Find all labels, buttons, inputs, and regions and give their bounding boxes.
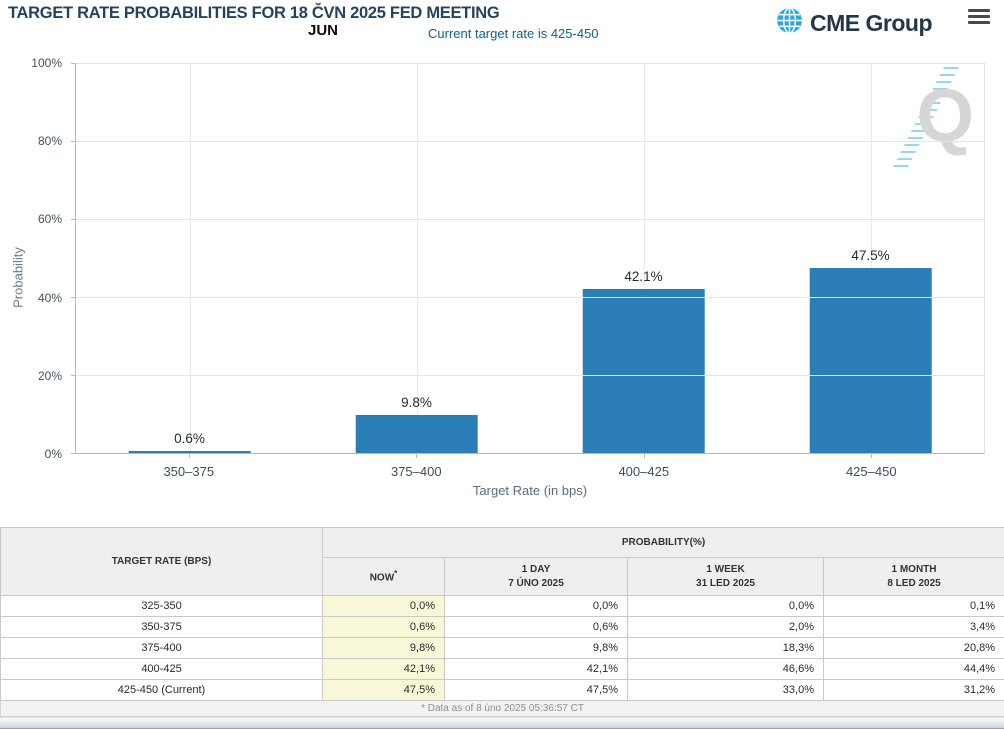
- probability-cell: 3,4%: [822, 616, 1004, 638]
- probability-table: TARGET RATE (BPS) PROBABILITY(%) NOW* 1 D…: [0, 527, 1004, 717]
- y-tick-label: 60%: [37, 212, 62, 227]
- quikstrike-watermark-icon: Q: [892, 67, 976, 171]
- rate-cell: 375-400: [0, 637, 323, 659]
- gridline: [416, 63, 418, 453]
- col-header-1-day: 1 DAY 7 ÚNO 2025: [444, 557, 628, 596]
- y-tick-label: 80%: [37, 134, 62, 149]
- hamburger-menu-icon[interactable]: [968, 9, 990, 27]
- probability-cell: 0,6%: [444, 616, 628, 638]
- bar-value-label: 0.6%: [174, 430, 205, 446]
- brand-wordmark: CME Group: [810, 9, 933, 36]
- probability-cell: 47,5%: [322, 679, 445, 701]
- x-tick-label: 400–425: [530, 454, 758, 479]
- bar-425-450[interactable]: [809, 267, 932, 453]
- bar-375-400[interactable]: [355, 414, 478, 453]
- col-header-1-month: 1 MONTH 8 LED 2025: [822, 557, 1004, 596]
- x-axis-title: Target Rate (in bps): [472, 483, 588, 498]
- probability-cell: 0,1%: [822, 595, 1004, 617]
- rate-cell: 425-450 (Current): [0, 679, 323, 701]
- probability-chart: Probability 100% 80% 60% 40% 20% 0% Q 0.6% 9.8…: [0, 55, 1004, 510]
- probability-cell: 20,8%: [822, 637, 1004, 659]
- bar-value-label: 9.8%: [401, 394, 432, 410]
- plot-area: Q 0.6% 9.8% 42.1% 47.5%: [71, 63, 985, 454]
- gridline: [76, 219, 984, 220]
- bar-350-375[interactable]: [128, 450, 251, 453]
- col-header-probability-group: PROBABILITY(%): [321, 527, 1004, 558]
- probability-cell: 9,8%: [444, 637, 628, 659]
- probability-cell: 44,4%: [822, 658, 1004, 680]
- globe-icon: [776, 7, 803, 39]
- probability-cell: 0,0%: [322, 595, 445, 617]
- rate-cell: 325-350: [0, 595, 323, 617]
- probability-cell: 0,6%: [322, 616, 445, 638]
- table-row: 375-400 9,8% 9,8% 18,3% 20,8%: [0, 637, 1004, 659]
- rate-cell: 350-375: [0, 616, 323, 638]
- bar-400-425[interactable]: [582, 288, 705, 453]
- bar-series: 0.6% 9.8% 42.1% 47.5%: [76, 63, 984, 453]
- table-row: 400-425 42,1% 42,1% 46,6% 44,4%: [0, 658, 1004, 680]
- bottom-strip: [0, 717, 1004, 729]
- probability-cell: 47,5%: [444, 679, 628, 701]
- current-rate-note: Current target rate is 425-450: [428, 26, 599, 41]
- gridline: [76, 63, 984, 64]
- bar-value-label: 42.1%: [624, 268, 663, 284]
- y-tick-label: 40%: [37, 290, 62, 305]
- col-header-target-rate: TARGET RATE (BPS): [0, 527, 323, 596]
- gridline: [76, 141, 984, 142]
- rate-cell: 400-425: [0, 658, 323, 680]
- probability-cell: 42,1%: [322, 658, 445, 680]
- y-tick-label: 100%: [31, 56, 62, 70]
- probability-cell: 0,0%: [627, 595, 824, 617]
- gridline: [76, 297, 984, 298]
- probability-cell: 31,2%: [822, 679, 1004, 701]
- x-tick-label: 375–400: [303, 454, 531, 479]
- table-row: 425-450 (Current) 47,5% 47,5% 33,0% 31,2%: [0, 679, 1004, 701]
- probability-cell: 2,0%: [627, 616, 824, 638]
- header: TARGET RATE PROBABILITIES FOR 18 ČVN 202…: [0, 0, 1004, 55]
- y-tick-label: 0%: [44, 447, 62, 461]
- x-axis-ticks: 350–375 375–400 400–425 425–450: [75, 454, 986, 479]
- gridline: [76, 375, 984, 376]
- probability-cell: 33,0%: [627, 679, 824, 701]
- col-header-1-week: 1 WEEK 31 LED 2025: [627, 557, 824, 596]
- gridline: [870, 63, 872, 453]
- probability-cell: 18,3%: [627, 637, 824, 659]
- x-tick-label: 350–375: [75, 454, 303, 479]
- gridline: [643, 63, 645, 453]
- gridline: [189, 63, 191, 453]
- x-tick-label: 425–450: [758, 454, 986, 479]
- cme-group-logo[interactable]: CME Group: [776, 7, 933, 39]
- y-tick-label: 20%: [37, 368, 62, 383]
- probability-cell: 0,0%: [444, 595, 628, 617]
- probability-cell: 9,8%: [322, 637, 445, 659]
- probability-cell: 46,6%: [627, 658, 824, 680]
- page-title: TARGET RATE PROBABILITIES FOR 18 ČVN 202…: [8, 4, 500, 22]
- bar-value-label: 47.5%: [851, 247, 890, 263]
- table-row: 325-350 0,0% 0,0% 0,0% 0,1%: [0, 595, 1004, 617]
- y-axis-ticks: 100% 80% 60% 40% 20% 0%: [0, 56, 70, 461]
- col-header-now: NOW*: [322, 557, 445, 596]
- table-row: 350-375 0,6% 0,6% 2,0% 3,4%: [0, 616, 1004, 638]
- data-asof-footnote: * Data as of 8 úno 2025 05:36:57 CT: [0, 700, 1004, 717]
- probability-cell: 42,1%: [444, 658, 628, 680]
- meeting-month-label: JUN: [308, 22, 339, 39]
